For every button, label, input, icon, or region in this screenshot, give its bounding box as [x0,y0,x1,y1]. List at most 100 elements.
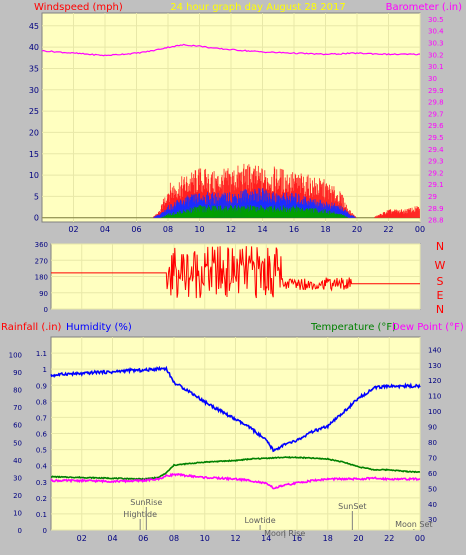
y-tick-label: 10 [29,171,39,180]
event-label: Hightide [123,510,157,519]
humidity-line [50,365,421,453]
wind-series [41,43,421,219]
y-tick-label: 45 [29,22,39,31]
barometer-tick-label: 30.4 [428,28,444,36]
x-tick-label: 08 [163,225,173,234]
x-tick-label: 02 [77,534,87,543]
temperature-tick-label: 30 [428,516,437,524]
x-tick-label: 20 [352,225,362,234]
barometer-line [41,43,421,57]
temperature-tick-label: 50 [428,485,437,493]
y-tick-label: 40 [29,43,39,52]
header-band [0,0,466,12]
barometer-tick-label: 29.9 [428,87,444,95]
x-tick-label: 12 [226,225,236,234]
humidity-tick-label: 100 [9,352,22,360]
temperature-tick-label: 120 [428,377,441,385]
humidity-tick-label: 80 [13,387,22,395]
y-tick-label: 0 [34,214,39,223]
temperature-axis-label: Temperature (°F) [310,322,396,333]
compass-label: W [435,259,446,272]
direction-tick-label: 90 [39,290,48,298]
x-tick-label: 08 [169,534,179,543]
x-tick-label: 16 [292,534,302,543]
humidity-tick-label: 20 [13,492,22,500]
temperature-y-axis: 30 40 50 60 70 80 90 100 110 120 130 140 [428,346,441,524]
windspeed-axis-label: Windspeed (mph) [34,2,123,13]
wind-plot-grid [42,13,421,222]
x-tick-label: 14 [257,225,267,234]
barometer-tick-label: 29.2 [428,169,444,177]
x-tick-label: 22 [384,534,394,543]
rain-tick-label: 0.8 [36,398,47,406]
event-markers: SunRise Hightide Lowtide Moon Rise SunSet Moo… [123,498,433,538]
barometer-tick-label: 29.4 [428,146,444,154]
temperature-tick-label: 110 [428,393,441,401]
direction-line [51,246,420,299]
x-tick-label: 16 [289,225,299,234]
compass-labels: N W S E N [435,240,446,316]
barometer-tick-label: 28.8 [428,217,444,225]
rain-tick-label: 0.1 [36,511,47,519]
direction-tick-label: 180 [35,274,48,282]
barometer-y-axis: 28.8 28.9 29 29.1 29.2 29.3 29.4 29.5 29.6 29.7 29… [428,16,444,225]
barometer-tick-label: 30.2 [428,51,444,59]
x-tick-label: 18 [323,534,333,543]
rain-tick-label: 1 [43,366,47,374]
temperature-tick-label: 140 [428,346,441,354]
x-tick-label: 00 [415,225,425,234]
temperature-tick-label: 70 [428,454,437,462]
compass-label: E [437,289,444,302]
x-tick-label: 10 [194,225,204,234]
dewpoint-axis-label: Dew Point (°F) [392,322,464,333]
temperature-tick-label: 60 [428,470,437,478]
wind-y-axis: 0 5 10 15 20 25 30 35 40 45 [29,22,39,223]
temperature-tick-label: 130 [428,362,441,370]
direction-tick-label: 270 [35,257,48,265]
temperature-tick-label: 90 [428,424,437,432]
x-tick-label: 04 [100,225,110,234]
x-tick-label: 12 [230,534,240,543]
barometer-tick-label: 30.3 [428,40,444,48]
x-tick-label: 14 [261,534,271,543]
x-tick-label: 04 [107,534,117,543]
rainfall-axis-label: Rainfall (.in) [1,322,62,333]
humidity-tick-label: 0 [18,527,22,535]
x-tick-label: 02 [68,225,78,234]
x-tick-label: 20 [353,534,363,543]
rain-tick-label: 0 [43,527,47,535]
humidity-tick-label: 40 [13,457,22,465]
humidity-tick-label: 10 [13,509,22,517]
event-label: SunRise [130,498,162,507]
x-tick-label: 06 [138,534,148,543]
rain-tick-label: 0.4 [36,463,48,471]
rain-tick-label: 0.9 [36,382,47,390]
temperature-tick-label: 100 [428,408,441,416]
direction-tick-label: 360 [35,241,48,249]
compass-label: N [436,240,444,253]
rain-tick-label: 0.7 [36,414,47,422]
barometer-axis-label: Barometer (.in) [386,2,462,13]
x-tick-label: 22 [383,225,393,234]
direction-y-axis: 0 90 180 270 360 [35,241,48,314]
humidity-tick-label: 50 [13,439,22,447]
barometer-tick-label: 30.5 [428,16,444,24]
y-tick-label: 20 [29,128,39,137]
barometer-tick-label: 28.9 [428,205,444,213]
rain-tick-label: 0.6 [36,431,48,439]
x-tick-label: 00 [415,534,425,543]
y-tick-label: 30 [29,86,39,95]
rain-tick-label: 0.3 [36,479,47,487]
y-tick-label: 25 [29,107,39,116]
barometer-tick-label: 29.8 [428,99,444,107]
barometer-tick-label: 29.7 [428,110,444,118]
graph-title: 24 hour graph day August 28 2017 [170,2,346,13]
humidity-x-axis: 02 04 06 08 10 12 14 16 18 20 22 00 [77,534,425,543]
humidity-tick-label: 70 [13,404,22,412]
temperature-line [51,455,421,481]
rain-y-axis: 0 0.1 0.2 0.3 0.4 0.5 0.6 0.7 0.8 0.9 1 1.1 [36,350,48,535]
event-label: SunSet [338,502,366,511]
barometer-tick-label: 29.3 [428,158,444,166]
wind-x-axis: 02 04 06 08 10 12 14 16 18 20 22 00 [68,225,425,234]
